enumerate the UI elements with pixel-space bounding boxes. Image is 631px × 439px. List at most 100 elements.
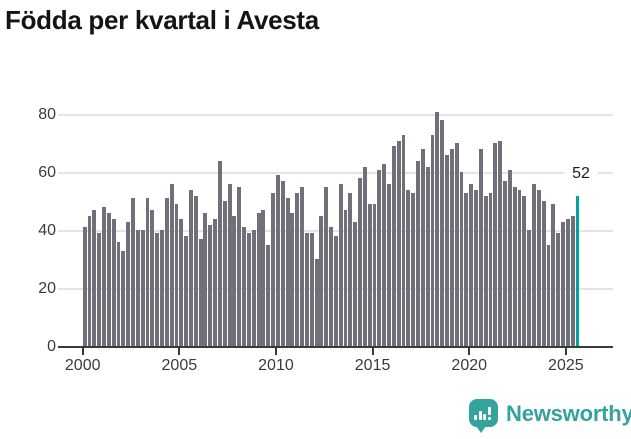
x-tick-2000 bbox=[81, 348, 84, 355]
bar bbox=[213, 218, 218, 346]
x-tick-2015 bbox=[371, 348, 374, 355]
bar bbox=[474, 189, 478, 346]
bar bbox=[227, 183, 232, 346]
bar bbox=[435, 111, 440, 346]
bar bbox=[116, 241, 121, 346]
bar bbox=[367, 204, 372, 346]
bar bbox=[396, 140, 401, 346]
bar bbox=[251, 230, 256, 346]
gridline-60 bbox=[58, 172, 613, 175]
bar bbox=[242, 227, 247, 346]
bar bbox=[411, 192, 416, 346]
bar bbox=[517, 189, 522, 346]
bar bbox=[275, 175, 280, 346]
page-title: Födda per kvartal i Avesta bbox=[5, 5, 319, 35]
bar bbox=[507, 169, 512, 346]
latest-value-label: 52 bbox=[564, 164, 598, 184]
bar bbox=[362, 166, 367, 346]
newsworthy-bubble-chart-icon bbox=[469, 399, 498, 427]
bar bbox=[565, 218, 570, 346]
bar bbox=[464, 192, 469, 346]
bar bbox=[271, 192, 276, 346]
bar bbox=[454, 143, 459, 346]
bar bbox=[551, 204, 556, 346]
logo-bubble-tail bbox=[476, 426, 486, 433]
bar bbox=[527, 230, 532, 346]
x-tick-label-2005: 2005 bbox=[161, 357, 198, 374]
x-tick-2010 bbox=[274, 348, 277, 355]
bar bbox=[522, 195, 527, 346]
x-tick-label-2020: 2020 bbox=[451, 357, 488, 374]
bar-highlight-latest bbox=[575, 195, 580, 346]
bar bbox=[111, 218, 116, 346]
bar bbox=[87, 215, 92, 346]
bar bbox=[102, 207, 106, 346]
bar bbox=[193, 195, 198, 346]
bar bbox=[556, 233, 561, 346]
y-tick-label-20: 20 bbox=[38, 280, 56, 298]
bar bbox=[449, 149, 454, 346]
bar bbox=[135, 230, 140, 346]
bar bbox=[256, 212, 261, 346]
bar bbox=[406, 189, 411, 346]
bar bbox=[329, 227, 333, 346]
bar bbox=[348, 192, 353, 346]
bar bbox=[290, 212, 295, 346]
bar bbox=[503, 181, 507, 346]
bar bbox=[131, 198, 135, 346]
bar bbox=[512, 186, 517, 346]
bar bbox=[295, 192, 300, 346]
bar bbox=[121, 250, 126, 346]
bar bbox=[208, 224, 213, 346]
bar bbox=[188, 189, 193, 346]
gridline-80 bbox=[58, 114, 613, 117]
bar bbox=[237, 186, 242, 346]
bar bbox=[309, 233, 314, 346]
bar bbox=[184, 236, 189, 346]
bar bbox=[319, 215, 324, 346]
x-tick-label-2025: 2025 bbox=[548, 357, 584, 374]
bar bbox=[493, 143, 498, 346]
gridline-40 bbox=[58, 230, 613, 233]
bar bbox=[106, 212, 111, 346]
bar bbox=[324, 186, 329, 346]
bar bbox=[377, 169, 382, 346]
bar bbox=[343, 210, 348, 346]
bar bbox=[280, 181, 285, 346]
bar bbox=[430, 134, 435, 346]
bar bbox=[140, 230, 145, 346]
bar bbox=[164, 198, 169, 346]
bar bbox=[401, 134, 406, 346]
bar bbox=[222, 201, 227, 346]
bar bbox=[333, 236, 338, 346]
x-tick-label-2010: 2010 bbox=[258, 357, 294, 374]
bar bbox=[160, 230, 164, 346]
bar bbox=[483, 195, 488, 346]
newsworthy-logo[interactable]: Newsworthy bbox=[469, 398, 631, 436]
bar bbox=[478, 149, 483, 346]
bar bbox=[169, 183, 174, 346]
bar bbox=[541, 201, 546, 346]
bar bbox=[300, 186, 304, 346]
x-tick-label-2000: 2000 bbox=[64, 357, 101, 374]
bar bbox=[261, 210, 266, 346]
bar bbox=[126, 221, 131, 346]
x-tick-2005 bbox=[178, 348, 181, 355]
bar bbox=[203, 212, 208, 346]
bar bbox=[387, 183, 391, 346]
bar bbox=[445, 155, 449, 346]
bar bbox=[372, 204, 377, 346]
x-tick-label-2015: 2015 bbox=[354, 357, 391, 374]
bar bbox=[304, 233, 309, 346]
x-tick-2025 bbox=[564, 348, 567, 355]
bar bbox=[488, 192, 493, 346]
bar bbox=[266, 244, 271, 346]
bar bbox=[155, 233, 160, 346]
bar bbox=[145, 198, 150, 346]
bar bbox=[314, 259, 319, 346]
bar bbox=[570, 215, 575, 346]
bar bbox=[391, 146, 396, 346]
y-tick-label-80: 80 bbox=[38, 106, 56, 124]
